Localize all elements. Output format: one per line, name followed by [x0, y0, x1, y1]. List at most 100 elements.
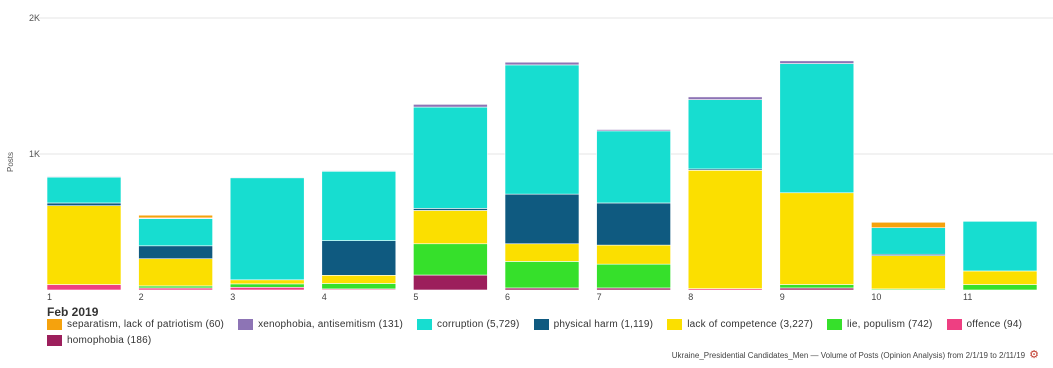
gear-icon[interactable]: ⚙	[1029, 349, 1039, 361]
bar-segment[interactable]	[413, 104, 488, 108]
bar-segment[interactable]	[871, 227, 946, 255]
bar-segment[interactable]	[229, 279, 305, 285]
bar-segment[interactable]	[413, 243, 488, 276]
bar-segment[interactable]	[46, 176, 122, 204]
bar-segment[interactable]	[779, 284, 855, 289]
bar-stack[interactable]	[687, 96, 763, 291]
bar-segment[interactable]	[321, 275, 397, 284]
legend-swatch	[238, 319, 254, 330]
bar-segment[interactable]	[962, 270, 1038, 285]
bar-segment[interactable]	[871, 221, 946, 229]
bar-segment[interactable]	[779, 287, 855, 291]
bar-segment[interactable]	[687, 96, 763, 100]
x-tick-label: 7	[597, 292, 602, 302]
bar-segment[interactable]	[46, 176, 122, 178]
bar-segment[interactable]	[413, 208, 488, 211]
bar-segment[interactable]	[229, 283, 305, 288]
legend-label: separatism, lack of patriotism (60)	[67, 319, 225, 330]
bar-stack[interactable]	[596, 129, 671, 291]
bar-segment[interactable]	[413, 106, 488, 209]
legend-label: lie, populism (742)	[847, 319, 933, 330]
bar-segment[interactable]	[321, 170, 397, 241]
bar-segment[interactable]	[138, 287, 213, 291]
legend-item[interactable]: physical harm (1,119)	[533, 319, 654, 330]
legend-label: homophobia (186)	[67, 335, 152, 346]
legend-swatch	[533, 319, 549, 330]
legend-item[interactable]: lie, populism (742)	[827, 319, 933, 330]
bar-segment[interactable]	[596, 130, 671, 204]
x-tick-label: 10	[871, 292, 881, 302]
bar-segment[interactable]	[46, 205, 122, 285]
bar-segment[interactable]	[321, 283, 397, 290]
bar-segment[interactable]	[46, 202, 122, 206]
bar-segment[interactable]	[504, 287, 580, 291]
bar-segment[interactable]	[504, 261, 580, 289]
bar-segment[interactable]	[962, 284, 1038, 291]
bar-segment[interactable]	[779, 192, 855, 285]
bar-stack[interactable]	[504, 61, 580, 291]
bar-segment[interactable]	[504, 193, 580, 245]
bar-stack[interactable]	[138, 214, 213, 291]
bar-segment[interactable]	[596, 202, 671, 246]
bar-segment[interactable]	[138, 245, 213, 260]
bar-stack[interactable]	[413, 104, 488, 291]
bar-segment[interactable]	[229, 286, 305, 291]
bar-segment[interactable]	[962, 221, 1038, 272]
legend-swatch	[667, 319, 683, 330]
x-tick-label: 9	[780, 292, 785, 302]
bar-segment[interactable]	[229, 176, 305, 179]
legend-swatch	[47, 319, 62, 330]
legend-label: offence (94)	[966, 319, 1023, 330]
legend-swatch	[417, 319, 433, 330]
legend-swatch	[47, 335, 62, 346]
bar-stack[interactable]	[229, 176, 305, 291]
period-label: Feb 2019	[47, 305, 99, 318]
bar-segment[interactable]	[504, 61, 580, 66]
x-tick-label: 4	[322, 292, 327, 302]
bar-segment[interactable]	[596, 263, 671, 289]
bar-segment[interactable]	[138, 258, 213, 287]
y-axis-title: Posts	[6, 152, 15, 172]
bar-segment[interactable]	[504, 243, 580, 262]
bar-segment[interactable]	[321, 170, 397, 172]
legend-item[interactable]: corruption (5,729)	[417, 319, 520, 330]
legend-item[interactable]: separatism, lack of patriotism (60)	[47, 319, 224, 330]
bar-stack[interactable]	[779, 60, 855, 291]
bar-segment[interactable]	[138, 285, 213, 289]
bar-segment[interactable]	[779, 60, 855, 64]
legend-label: xenophobia, antisemitism (131)	[258, 319, 404, 330]
legend-label: physical harm (1,119)	[553, 319, 654, 330]
legend-item[interactable]: xenophobia, antisemitism (131)	[238, 319, 403, 330]
bar-segment[interactable]	[46, 284, 122, 291]
bar-segment[interactable]	[871, 255, 946, 290]
bar-stack[interactable]	[46, 176, 122, 291]
legend-item[interactable]: lack of competence (3,227)	[667, 319, 813, 330]
stacked-bar-chart: 1K 2K Posts 1 2 3 4 5 6 7 8 9 10 11 Feb 2019	[6, 13, 1053, 318]
bar-segment[interactable]	[321, 240, 397, 276]
footer: Ukraine_Presidential Candidates_Men — Vo…	[672, 350, 1039, 361]
bar-segment[interactable]	[138, 218, 213, 247]
x-tick-label: 6	[505, 292, 510, 302]
bar-segment[interactable]	[413, 274, 488, 291]
x-axis-ticks: 1 2 3 4 5 6 7 8 9 10 11	[47, 292, 972, 302]
x-tick-label: 11	[963, 292, 972, 302]
y-axis-ticks: 1K 2K	[29, 13, 40, 159]
bar-stack[interactable]	[321, 170, 397, 291]
bar-segment[interactable]	[596, 129, 671, 132]
x-tick-label: 3	[230, 292, 235, 302]
legend-item[interactable]: offence (94)	[946, 319, 1023, 330]
bar-segment[interactable]	[687, 170, 763, 289]
legend: separatism, lack of patriotism (60) xenop…	[47, 319, 1027, 346]
legend-item[interactable]: homophobia (186)	[47, 335, 151, 346]
bar-segment[interactable]	[779, 63, 855, 194]
bar-stack[interactable]	[871, 221, 946, 291]
bar-segment[interactable]	[413, 210, 488, 245]
bar-segment[interactable]	[229, 177, 305, 281]
bar-segment[interactable]	[596, 244, 671, 265]
bar-segment[interactable]	[687, 99, 763, 170]
bar-segment[interactable]	[596, 287, 671, 291]
bar-segment[interactable]	[504, 64, 580, 195]
bar-segment[interactable]	[138, 214, 213, 219]
bar-stack[interactable]	[962, 221, 1038, 291]
legend-label: corruption (5,729)	[437, 319, 520, 330]
